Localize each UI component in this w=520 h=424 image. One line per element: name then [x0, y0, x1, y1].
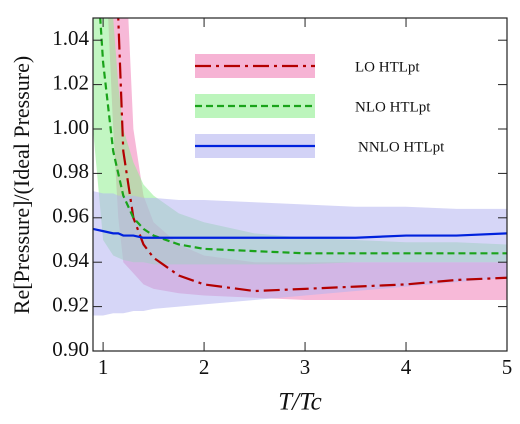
y-tick-label: 0.94 — [52, 248, 89, 272]
plot-area — [93, 18, 507, 316]
y-tick-label: 0.98 — [52, 159, 89, 183]
x-tick-label: 3 — [300, 355, 311, 379]
legend-label: NNLO HTLpt — [358, 139, 445, 155]
series-line — [93, 227, 507, 239]
x-tick-label: 4 — [401, 355, 412, 379]
series-line — [99, 18, 507, 255]
series-line — [117, 18, 507, 293]
y-axis-label: Re[Pressure]/(Ideal Pressure) — [9, 56, 34, 314]
frame — [92, 17, 508, 352]
y-tick-label: 0.92 — [52, 292, 89, 316]
y-tick-label: 0.96 — [52, 204, 89, 228]
legend-label: LO HTLpt — [355, 59, 420, 75]
y-tick-label: 1.02 — [52, 70, 89, 94]
x-axis-label: T/Tc — [278, 389, 322, 416]
x-tick-label: 5 — [502, 355, 513, 379]
y-tick-label: 0.90 — [52, 337, 89, 361]
legend-label: NLO HTLpt — [355, 99, 431, 115]
x-tick-label: 1 — [98, 355, 109, 379]
y-tick-label: 1.04 — [52, 26, 89, 50]
y-tick-label: 1.00 — [52, 115, 89, 139]
x-tick-label: 2 — [199, 355, 210, 379]
